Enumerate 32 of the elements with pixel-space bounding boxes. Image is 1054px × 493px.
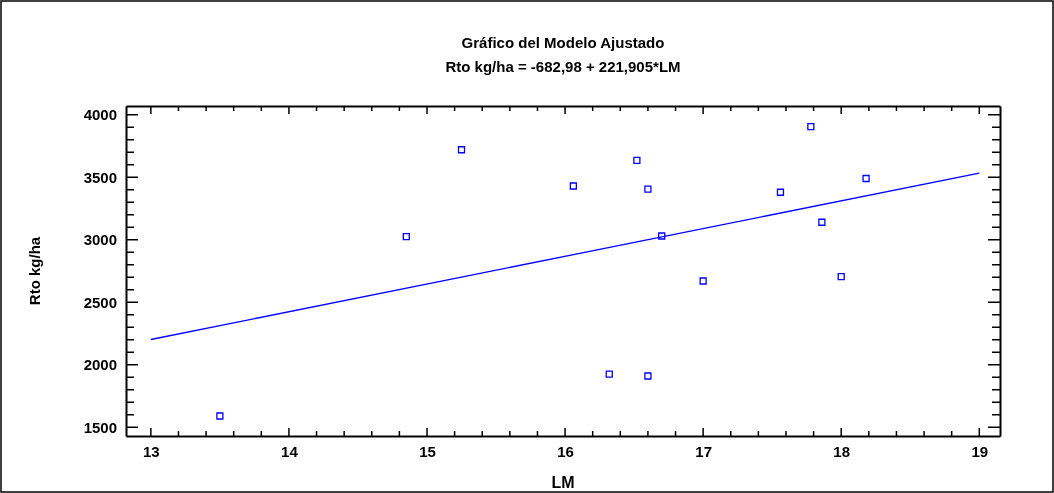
point xyxy=(807,122,815,131)
x-tick-label: 18 xyxy=(833,443,851,460)
x-tick-label: 13 xyxy=(143,443,160,460)
point xyxy=(776,188,785,196)
x-tick-label: 19 xyxy=(971,443,989,460)
y-tick-label: 4000 xyxy=(83,106,117,124)
y-tick-label: 2500 xyxy=(83,293,117,311)
y-tick-label: 3500 xyxy=(83,168,117,186)
point xyxy=(699,277,707,285)
point xyxy=(605,370,613,378)
chart-title: Gráfico del Modelo Ajustado xyxy=(461,34,665,51)
x-tick-label: 14 xyxy=(281,443,299,460)
point xyxy=(818,218,826,226)
x-tick-label: 17 xyxy=(695,443,712,460)
point xyxy=(644,372,652,380)
point xyxy=(862,174,870,183)
y-axis-title: Rto kg/ha xyxy=(26,236,43,306)
chart-subtitle: Rto kg/ha = -682,98 + 221,905*LM xyxy=(445,58,681,75)
point xyxy=(837,272,845,281)
y-tick-label: 1500 xyxy=(83,418,117,436)
x-tick-label: 16 xyxy=(557,443,574,460)
point xyxy=(658,232,666,240)
point xyxy=(402,232,410,241)
x-axis-title: LM xyxy=(551,474,575,491)
point xyxy=(633,156,641,165)
y-tick-label: 3000 xyxy=(83,231,117,249)
point xyxy=(569,182,578,190)
y-tick-label: 2000 xyxy=(83,356,117,374)
x-tick-label: 15 xyxy=(419,443,436,460)
point xyxy=(644,185,652,193)
point xyxy=(457,146,466,154)
point xyxy=(216,412,224,420)
